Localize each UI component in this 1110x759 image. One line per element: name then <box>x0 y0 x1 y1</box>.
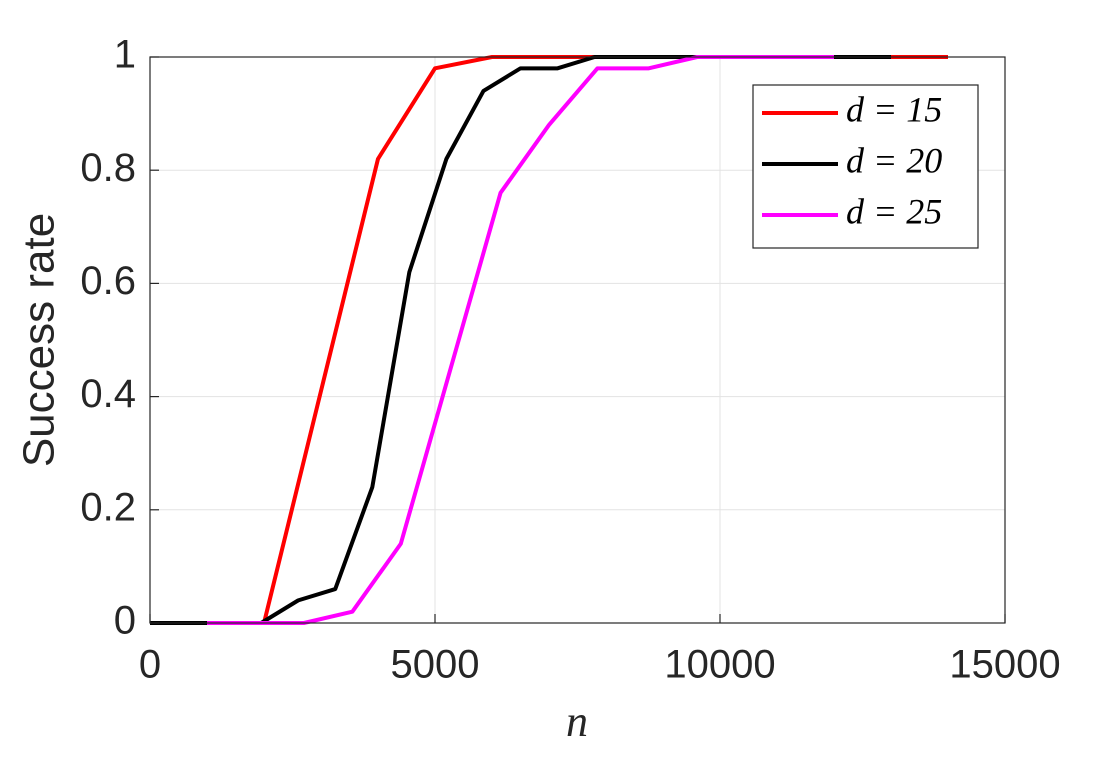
x-axis-label: n <box>566 697 588 746</box>
x-tick-label: 15000 <box>949 643 1060 687</box>
y-tick-label: 0.6 <box>80 259 136 303</box>
y-tick-label: 0.4 <box>80 372 136 416</box>
axes-box <box>149 56 1006 624</box>
legend-label: d = 15 <box>846 89 942 129</box>
y-axis-label: Success rate <box>15 213 64 467</box>
y-tick-label: 0.8 <box>80 146 136 190</box>
legend-label: d = 25 <box>846 191 942 231</box>
x-tick-label: 0 <box>139 643 161 687</box>
legend-label: d = 20 <box>846 140 942 180</box>
y-tick-label: 0.2 <box>80 485 136 529</box>
y-tick-label: 1 <box>114 33 136 77</box>
x-tick-label: 5000 <box>391 643 480 687</box>
x-tick-label: 10000 <box>664 643 775 687</box>
y-tick-label: 0 <box>114 599 136 643</box>
